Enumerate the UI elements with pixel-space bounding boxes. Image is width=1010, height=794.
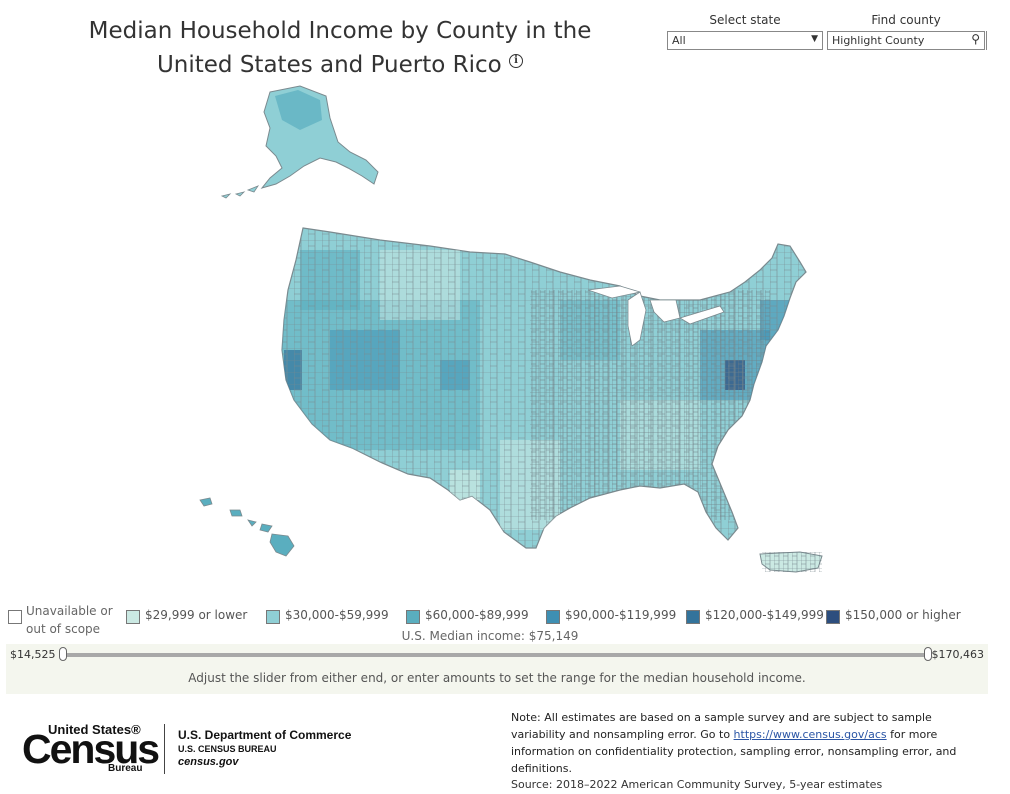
logo-united-states: United States® [48,722,141,737]
choropleth-map[interactable] [0,0,1010,600]
income-range-slider: $14,525 $170,463 Adjust the slider from … [6,644,988,694]
search-icon: ⚲ [971,32,980,46]
find-county-label: Find county [871,13,941,27]
logo-bureau: Bureau [108,763,143,774]
legend-swatch-bin-1[interactable] [126,610,140,624]
title-line-2: United States and Puerto Rico i [60,48,620,82]
legend-label-bin-6: $150,000 or higher [845,608,961,622]
legend-swatch-unavailable [8,610,22,624]
slider-min-value[interactable]: $14,525 [10,648,56,661]
legend-swatch-bin-2[interactable] [266,610,280,624]
legend-label-bin-4: $90,000-$119,999 [565,608,677,622]
legend: Unavailable or out of scope $29,999 or l… [8,602,998,636]
slider-handle-max[interactable] [924,647,932,661]
legend-swatch-bin-6[interactable] [826,610,840,624]
legend-label-bin-2: $30,000-$59,999 [285,608,389,622]
select-state-value: All [672,34,686,47]
slider-track[interactable] [62,653,928,657]
slider-max-value[interactable]: $170,463 [931,648,985,661]
find-county-placeholder: Highlight County [832,34,925,47]
select-state-label: Select state [709,13,781,27]
info-icon[interactable]: i [509,54,524,69]
legend-swatch-bin-3[interactable] [406,610,420,624]
search-input-edge [986,31,990,50]
legend-label-bin-3: $60,000-$89,999 [425,608,529,622]
select-state-dropdown[interactable]: All ▼ [667,31,823,50]
legend-swatch-bin-5[interactable] [686,610,700,624]
hawaii-region [199,497,295,557]
legend-label-unavailable: Unavailable or out of scope [26,604,113,636]
department-block: U.S. Department of Commerce U.S. CENSUS … [178,728,351,768]
note-before-link: Note: All estimates are based on a sampl… [511,711,932,741]
dept-name: U.S. Department of Commerce [178,728,352,742]
alaska-region [220,85,379,199]
legend-label-bin-5: $120,000-$149,999 [705,608,824,622]
census-gov: census.gov [178,756,239,768]
slider-hint: Adjust the slider from either end, or en… [188,671,806,685]
logo-census: Census [22,726,160,772]
note-text: Note: All estimates are based on a sampl… [511,709,981,777]
title-line-1: Median Household Income by County in the [88,18,592,44]
legend-swatch-bin-4[interactable] [546,610,560,624]
median-income: U.S. Median income: $75,149 [401,629,579,643]
conus-region [281,227,807,549]
puerto-rico-region [759,551,823,573]
chevron-down-icon: ▼ [811,34,818,44]
acs-link[interactable]: https://www.census.gov/acs [733,728,887,741]
title-line-2-text: United States and Puerto Rico [156,52,502,78]
find-county-input[interactable]: Highlight County ⚲ [827,31,985,50]
page-title: Median Household Income by County in the… [60,14,620,82]
slider-handle-min[interactable] [59,647,67,661]
legend-label-bin-1: $29,999 or lower [145,608,248,622]
bureau-name: U.S. CENSUS BUREAU [178,744,277,754]
source-text: Source: 2018–2022 American Community Sur… [511,778,883,791]
note-after-link: for more information on confidentiality … [511,728,957,775]
census-bureau-logo: United States® Census Bureau [20,722,160,780]
logo-divider [164,724,165,774]
